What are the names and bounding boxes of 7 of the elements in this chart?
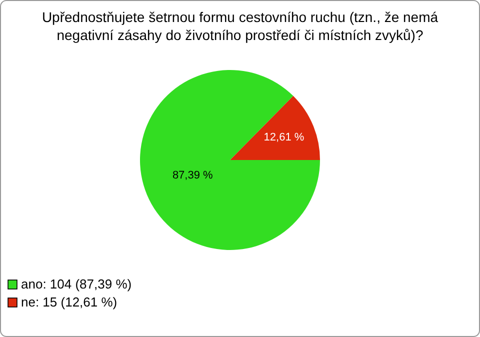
pie-slice <box>140 70 320 250</box>
data-label: 87,39 % <box>172 170 214 182</box>
chart-title: Upřednostňujete šetrnou formu cestovního ruchu (tzn., že nemá negativní zásahy do životního prostředí či místních zvyků)? <box>42 9 438 43</box>
data-label: 12,61 % <box>264 131 304 144</box>
pie-slice <box>230 96 320 160</box>
legend-label: ano: 104 (87,39 %) <box>21 276 132 292</box>
legend-label: ne: 15 (12,61 %) <box>21 294 118 310</box>
